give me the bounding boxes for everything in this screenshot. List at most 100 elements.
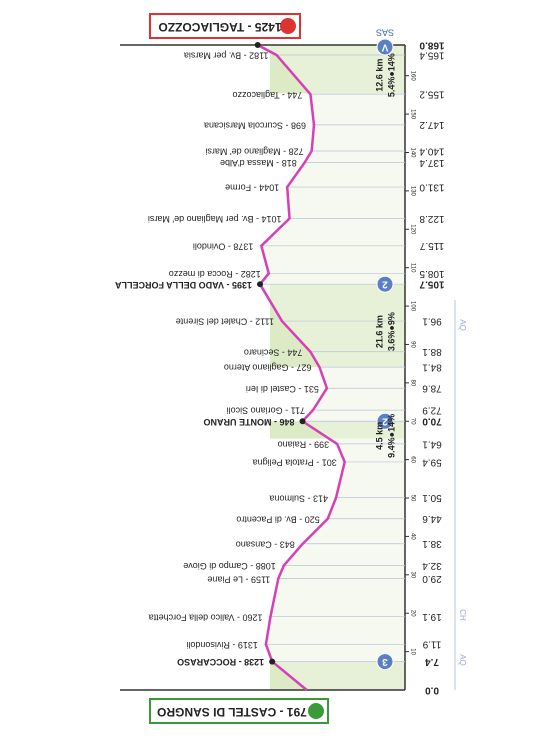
place-label: 818 - Massa d'Albe xyxy=(220,158,297,168)
place-label: 399 - Raiano xyxy=(278,440,330,450)
km-label: 11.9 xyxy=(422,639,441,650)
summit-dot xyxy=(299,418,306,425)
place-label: 744 - Tagliacozzo xyxy=(233,90,303,100)
km-label: 0.0 xyxy=(425,684,439,695)
km-tick-label: 130 xyxy=(409,186,415,197)
climb-grade: 9.4%●14% xyxy=(386,414,396,458)
km-tick-label: 80 xyxy=(409,380,415,387)
km-tick-label: 20 xyxy=(409,610,415,617)
climb-badge-label: 3 xyxy=(382,656,388,667)
place-label: 1044 - Forme xyxy=(225,183,279,193)
km-label: 96.1 xyxy=(422,315,442,326)
km-tick-label: 110 xyxy=(409,263,415,273)
climb-length: 21.6 km xyxy=(374,315,384,348)
place-label: 698 - Scurcola Marsicana xyxy=(204,120,306,130)
climb-length: 12.6 km xyxy=(374,59,384,92)
km-tick-label: 140 xyxy=(409,147,415,158)
km-label: 84.1 xyxy=(422,361,442,372)
km-label: 122.8 xyxy=(419,213,444,224)
km-tick-label: 120 xyxy=(409,224,415,235)
climb-badge xyxy=(376,653,394,671)
km-label: 168.0 xyxy=(419,39,444,50)
km-tick-label: 90 xyxy=(409,341,415,348)
km-label: 72.9 xyxy=(422,404,442,415)
place-label: 711 - Goriano Sicoli xyxy=(227,406,305,416)
start-box xyxy=(149,698,329,724)
place-label: 1238 - ROCCARASO xyxy=(177,657,264,667)
place-label: 301 - Pratola Peligna xyxy=(253,458,337,468)
climb-grade: 5.4%●14% xyxy=(386,53,396,97)
km-label: 29.0 xyxy=(422,573,442,584)
place-label: 728 - Magliano de' Marsi xyxy=(205,147,303,157)
km-label: 50.1 xyxy=(422,492,442,503)
km-label: 105.7 xyxy=(419,279,444,290)
place-label: 1182 - Bv. per Marsia xyxy=(184,51,269,61)
km-tick-label: 60 xyxy=(409,456,415,463)
km-label: 78.6 xyxy=(422,383,442,394)
summit-dot xyxy=(254,42,261,48)
place-label: 627 - Gagliano Aterno xyxy=(224,363,312,373)
place-label: 1282 - Rocca di mezzo xyxy=(169,269,261,279)
summit-dot xyxy=(257,281,264,288)
km-label: 70.0 xyxy=(422,416,442,427)
km-label: 19.1 xyxy=(422,611,442,622)
km-label: 32.4 xyxy=(422,560,442,571)
km-tick-label: 50 xyxy=(409,495,415,502)
place-label: 1378 - Ovindoli xyxy=(193,241,254,251)
finish-box xyxy=(149,13,301,39)
km-tick-label: 10 xyxy=(409,648,415,655)
climb-badge xyxy=(376,38,394,56)
sas-label: SAS xyxy=(376,28,394,38)
climb-badge-label: V xyxy=(381,41,388,52)
km-label: 64.1 xyxy=(422,438,442,449)
place-label: 744 - Secinaro xyxy=(244,347,303,357)
km-tick-label: 40 xyxy=(409,533,415,540)
km-label: 44.6 xyxy=(422,513,442,524)
place-label: 846 - MONTE URANO xyxy=(204,417,295,427)
km-tick-label: 160 xyxy=(409,71,415,82)
km-label: 131.0 xyxy=(419,181,444,192)
region-label: CH xyxy=(458,609,467,621)
km-label: 147.2 xyxy=(419,119,444,130)
region-label: AQ xyxy=(458,319,467,331)
climb-badge xyxy=(376,275,394,293)
place-label: 1395 - VADO DELLA FORCELLA xyxy=(115,280,253,290)
km-label: 137.4 xyxy=(419,157,444,168)
climb-grade: 3.6%●9% xyxy=(386,312,396,351)
place-label: 843 - Cansano xyxy=(236,539,295,549)
start-icon xyxy=(308,703,324,719)
profile-line xyxy=(257,43,346,691)
km-label: 108.5 xyxy=(419,268,444,279)
climb-badge-label: 2 xyxy=(382,416,388,427)
km-tick-label: 30 xyxy=(409,571,415,578)
place-label: 1159 - Le Piane xyxy=(207,574,270,584)
finish-label: 1425 - TAGLIACOZZO xyxy=(158,20,281,34)
place-label: 1112 - Chalet del Sirente xyxy=(176,317,274,327)
place-label: 1014 - Bv. per Magliano de' Marsi xyxy=(148,214,282,224)
km-label: 7.4 xyxy=(425,656,439,667)
km-label: 115.7 xyxy=(419,240,444,251)
place-label: 520 - Bv. di Pacentro xyxy=(236,514,319,524)
km-label: 155.2 xyxy=(419,89,444,100)
place-label: 531 - Castel di Ieri xyxy=(246,384,319,394)
km-tick-label: 150 xyxy=(409,109,415,120)
km-tick-label: 70 xyxy=(409,418,415,425)
climb-length: 4.5 km xyxy=(374,422,384,450)
summit-dot xyxy=(269,658,276,665)
profile-area xyxy=(257,45,405,690)
km-label: 88.1 xyxy=(422,346,442,357)
km-label: 59.4 xyxy=(422,456,442,467)
km-label: 38.1 xyxy=(422,538,442,549)
start-label: 791 - CASTEL DI SANGRO xyxy=(157,705,307,719)
region-label: AQ xyxy=(458,654,467,666)
place-label: 413 - Sulmona xyxy=(269,493,328,503)
place-label: 1319 - Rivisondoli xyxy=(186,640,258,650)
finish-icon xyxy=(280,18,296,34)
km-label: 165.4 xyxy=(419,49,444,60)
place-label: 1088 - Campo di Giove xyxy=(183,561,276,571)
place-label: 1260 - Valico della Forchetta xyxy=(149,612,263,622)
km-tick-label: 100 xyxy=(409,301,415,312)
km-label: 140.4 xyxy=(419,145,444,156)
